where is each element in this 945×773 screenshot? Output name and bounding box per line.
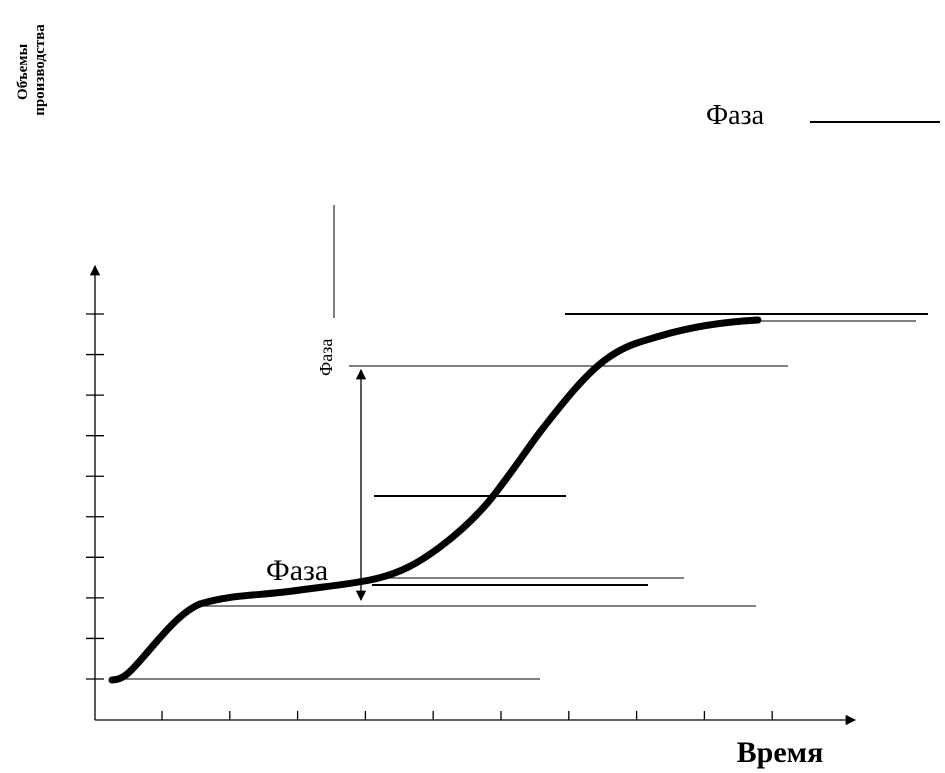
s-curve bbox=[108, 316, 762, 684]
phase-label-vertical: Фаза bbox=[316, 339, 336, 376]
y-axis-label: Объемы производства bbox=[15, 24, 48, 116]
x-axis-label: Время bbox=[737, 736, 824, 769]
x-axis-ticks bbox=[161, 711, 773, 720]
y-axis-label-line1: Объемы bbox=[15, 44, 31, 100]
phase-label-bottom: Фаза bbox=[266, 554, 328, 587]
y-axis-ticks bbox=[86, 313, 104, 680]
y-axis-label-line2: производства bbox=[32, 24, 48, 116]
phase-label-top-right: Фаза bbox=[706, 100, 765, 131]
